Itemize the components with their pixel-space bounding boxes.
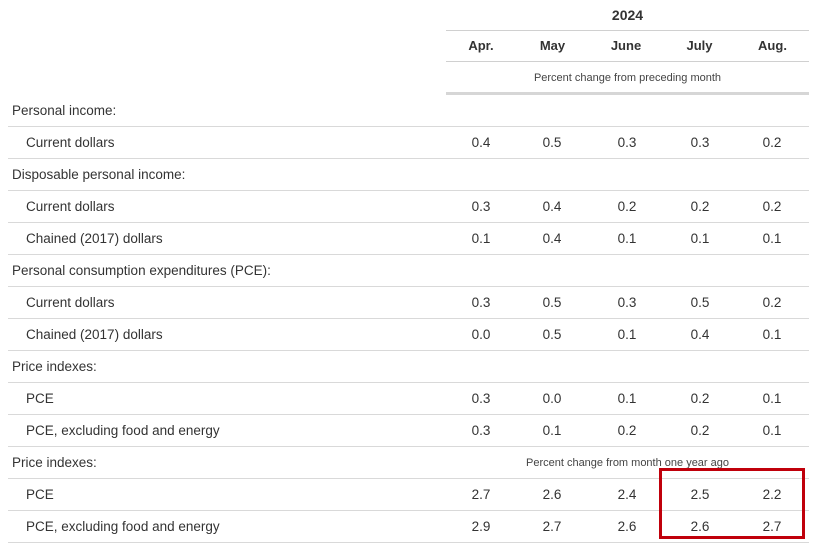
table-cell: 0.2 [762,199,782,214]
month-header-row: Apr. May June July Aug. [446,38,809,54]
table-cell: 0.5 [542,135,562,150]
table-cell: 0.4 [471,135,491,150]
section-header-row: Price indexes: [8,351,809,383]
table-cell: 0.1 [471,231,491,246]
table-cell: 0.1 [762,423,782,438]
table-cell: 0.1 [690,231,710,246]
section-header-row: Price indexes: Percent change from month … [8,447,809,479]
row-label: PCE, excluding food and energy [26,423,220,438]
table-cell: 0.4 [690,327,710,342]
yearly-change-caption: Percent change from month one year ago [525,457,729,469]
table-cell: 2.2 [762,487,782,502]
table-cell: 0.2 [617,423,637,438]
table-cell: 2.6 [617,519,637,534]
table-cell: 0.1 [762,231,782,246]
section-header-row: Disposable personal income: [8,159,809,191]
table-cell: 0.3 [471,199,491,214]
table-cell: 2.9 [471,519,491,534]
table-cell: 0.2 [690,423,710,438]
table-cell: 0.5 [542,327,562,342]
table-cell: 0.1 [762,327,782,342]
table-cell: 2.6 [690,519,710,534]
month-header: July [686,38,713,53]
table-row: PCE, excluding food and energy 0.3 0.1 0.2 0… [8,415,809,447]
caption-divider [446,92,809,95]
row-label: Chained (2017) dollars [26,327,163,342]
table-cell: 2.5 [690,487,710,502]
row-label: PCE, excluding food and energy [26,519,220,534]
section-header-row: Personal consumption expenditures (PCE): [8,255,809,287]
section-label: Disposable personal income: [12,167,186,182]
table-cell: 2.7 [542,519,562,534]
table-cell: 2.4 [617,487,637,502]
row-label: PCE [26,391,54,406]
table-cell: 2.7 [471,487,491,502]
table-cell: 0.5 [690,295,710,310]
table-cell: 0.3 [617,135,637,150]
section-label: Price indexes: [12,359,97,374]
month-header: June [610,38,642,53]
table-row: Chained (2017) dollars 0.0 0.5 0.1 0.4 0.1 [8,319,809,351]
table-cell: 0.1 [617,327,637,342]
section-label: Price indexes: [12,455,97,470]
data-table: Personal income: Current dollars 0.4 0.5 0.3… [8,95,809,543]
table-cell: 0.3 [471,391,491,406]
table-cell: 0.1 [617,231,637,246]
table-row: Chained (2017) dollars 0.1 0.4 0.1 0.1 0.1 [8,223,809,255]
table-cell: 0.5 [542,295,562,310]
table-row: Current dollars 0.4 0.5 0.3 0.3 0.2 [8,127,809,159]
table-cell: 0.0 [471,327,491,342]
month-divider [446,61,809,62]
table-row: PCE 0.3 0.0 0.1 0.2 0.1 [8,383,809,415]
section-header-row: Personal income: [8,95,809,127]
table-cell: 0.0 [542,391,562,406]
section-label: Personal consumption expenditures (PCE): [12,263,271,278]
monthly-change-caption: Percent change from preceding month [533,72,722,84]
table-cell: 0.2 [690,199,710,214]
table-cell: 0.3 [690,135,710,150]
row-label: Current dollars [26,135,115,150]
highlight-box [659,468,805,539]
table-row: PCE, excluding food and energy 2.9 2.7 2.6 2… [8,511,809,543]
row-label: Current dollars [26,295,115,310]
table-cell: 0.2 [617,199,637,214]
row-label: Current dollars [26,199,115,214]
month-header: Apr. [468,38,494,53]
month-header: Aug. [758,38,787,53]
table-cell: 2.7 [762,519,782,534]
table-cell: 0.3 [471,423,491,438]
table-cell: 0.2 [690,391,710,406]
section-label: Personal income: [12,103,117,118]
table-cell: 2.6 [542,487,562,502]
row-label: Chained (2017) dollars [26,231,163,246]
table-row: Current dollars 0.3 0.5 0.3 0.5 0.2 [8,287,809,319]
table-cell: 0.2 [762,135,782,150]
table-cell: 0.1 [762,391,782,406]
row-label: PCE [26,487,54,502]
table-row: Current dollars 0.3 0.4 0.2 0.2 0.2 [8,191,809,223]
table-row: PCE 2.7 2.6 2.4 2.5 2.2 [8,479,809,511]
month-header: May [539,38,566,53]
table-cell: 0.1 [542,423,562,438]
year-heading: 2024 [611,7,644,23]
table-cell: 0.4 [542,199,562,214]
table-cell: 0.2 [762,295,782,310]
table-cell: 0.3 [617,295,637,310]
table-cell: 0.4 [542,231,562,246]
year-divider [446,30,809,31]
table-cell: 0.1 [617,391,637,406]
table-cell: 0.3 [471,295,491,310]
